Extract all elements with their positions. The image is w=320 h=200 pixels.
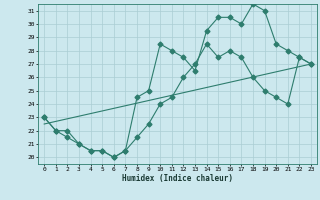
X-axis label: Humidex (Indice chaleur): Humidex (Indice chaleur) [122,174,233,183]
